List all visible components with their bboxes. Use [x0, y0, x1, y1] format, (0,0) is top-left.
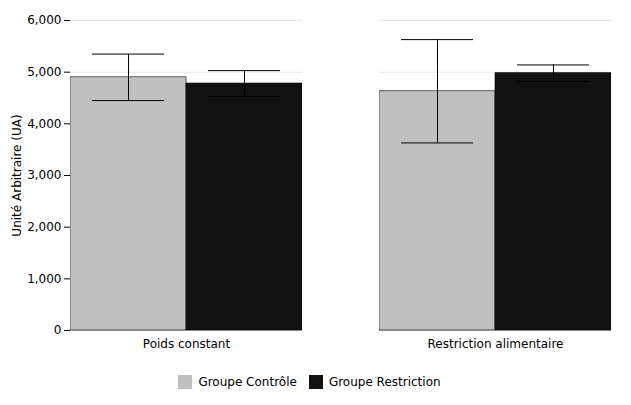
svg-text:Poids constant: Poids constant [143, 337, 231, 351]
svg-text:4,000: 4,000 [27, 117, 61, 131]
svg-text:1,000: 1,000 [27, 272, 61, 286]
svg-text:Unité Arbitraire (UA): Unité Arbitraire (UA) [10, 114, 24, 236]
html-text:Groupe Contrôle: Groupe Contrôle [198, 374, 297, 389]
svg-text:3,000: 3,000 [27, 168, 61, 182]
svg-text:6,000: 6,000 [27, 13, 61, 27]
html-text:Groupe Restriction: Groupe Restriction [328, 374, 441, 389]
svg-text:0: 0 [54, 323, 62, 337]
svg-text:Restriction alimentaire: Restriction alimentaire [428, 337, 564, 351]
svg-text:5,000: 5,000 [27, 65, 61, 79]
svg-text:2,000: 2,000 [27, 220, 61, 234]
